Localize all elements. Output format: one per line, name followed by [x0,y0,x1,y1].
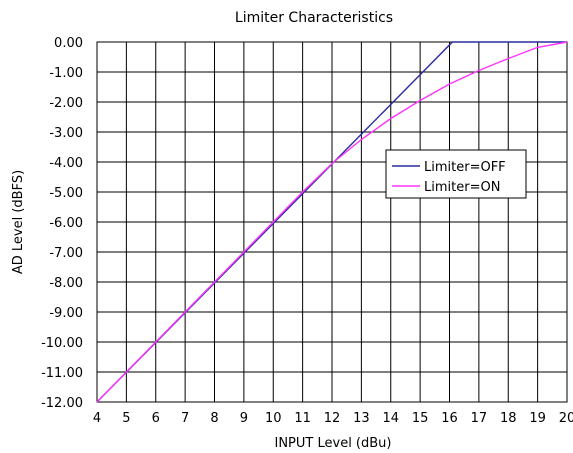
y-tick-label: -11.00 [41,366,83,381]
y-tick-label: -2.00 [49,96,83,111]
y-tick-label: -9.00 [49,306,83,321]
x-tick-label: 11 [294,411,311,426]
y-tick-label: -12.00 [41,396,83,411]
series-lines [96,41,568,403]
x-tick-label: 13 [353,411,370,426]
y-tick-label: -10.00 [41,336,83,351]
x-tick-label: 19 [529,411,546,426]
x-tick-label: 8 [210,411,218,426]
x-tick-label: 9 [240,411,248,426]
y-tick-label: -7.00 [49,246,83,261]
x-tick-label: 7 [181,411,189,426]
y-tick-label: -6.00 [49,216,83,231]
chart-title: Limiter Characteristics [235,10,393,26]
x-tick-label: 16 [441,411,458,426]
x-tick-label: 5 [122,411,130,426]
legend-box [385,149,527,199]
x-axis-label: INPUT Level (dBu) [275,436,392,451]
y-tick-label: -3.00 [49,126,83,141]
x-tick-label: 18 [500,411,517,426]
x-tick-label: 6 [152,411,160,426]
legend-label: Limiter=OFF [424,160,506,175]
x-tick-labels: 4 5 6 7 8 9 10 11 12 13 14 15 16 17 18 19 20 [93,411,573,426]
series-line-limiter-on [96,41,568,403]
x-tick-label: 10 [265,411,282,426]
y-tick-label: -4.00 [49,156,83,171]
y-tick-label: -5.00 [49,186,83,201]
x-tick-label: 15 [412,411,429,426]
legend-label: Limiter=ON [424,180,500,195]
x-tick-label: 12 [324,411,341,426]
x-tick-label: 14 [382,411,399,426]
y-tick-label: -1.00 [49,66,83,81]
series-line-limiter-off [96,41,567,403]
legend: Limiter=OFF Limiter=ON [385,149,527,199]
y-tick-label: 0.00 [54,36,83,51]
y-tick-label: -8.00 [49,276,83,291]
y-tick-labels: 0.00 -1.00 -2.00 -3.00 -4.00 -5.00 -6.00 -7.00 -… [41,36,83,411]
grid [96,41,568,403]
x-tick-label: 4 [93,411,101,426]
x-tick-label: 17 [471,411,488,426]
x-tick-label: 20 [559,411,573,426]
y-axis-label: AD Level (dBFS) [11,170,26,274]
